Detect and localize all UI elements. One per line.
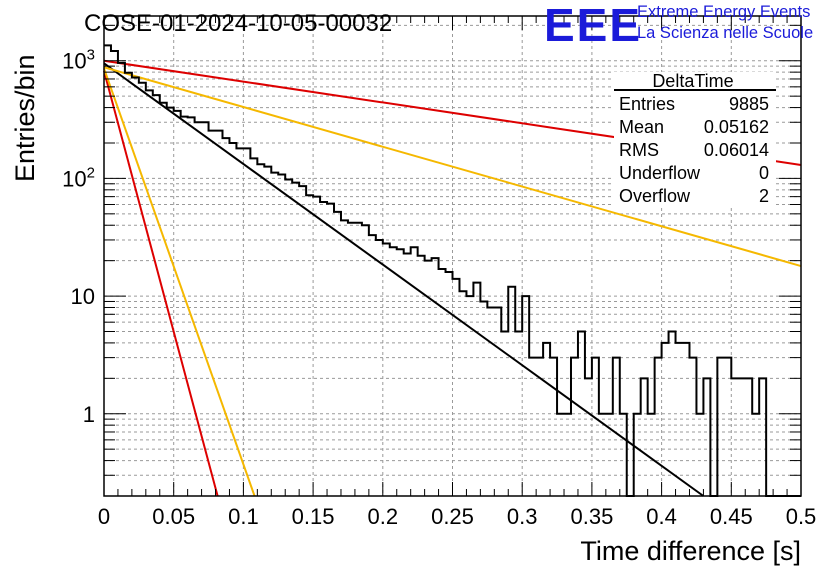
axis-ticks (103, 16, 802, 497)
x-tick-label: 0 (98, 504, 110, 529)
red-fit-curve (103, 70, 219, 497)
x-tick-label: 0.45 (710, 504, 753, 529)
histogram-outline (104, 44, 801, 497)
y-tick-labels: 1 10 102 103 (62, 47, 95, 427)
grid-lines (104, 16, 801, 497)
x-tick-labels: 0 0.05 0.1 0.15 0.2 0.25 0.3 0.35 0.4 0.45 0.5 (98, 504, 816, 529)
stats-label: Overflow (619, 186, 691, 206)
run-title: COSE-01-2024-10-05-00032 (84, 10, 393, 37)
y-tick-label: 102 (62, 164, 95, 191)
y-tick-label: 103 (62, 47, 95, 74)
stats-label: RMS (619, 140, 659, 160)
y-axis-label: Entries/bin (10, 54, 40, 182)
stats-title: DeltaTime (652, 71, 733, 91)
stats-box: DeltaTime Entries 9885 Mean 0.05162 RMS 0.060… (614, 71, 776, 208)
x-tick-label: 0.1 (228, 504, 259, 529)
logo-caption-line2: La Scienza nelle Scuole (637, 24, 814, 42)
orange-fit-curve (103, 66, 802, 268)
stats-label: Mean (619, 117, 664, 137)
stats-value: 0.06014 (704, 140, 769, 160)
eee-logo: EEE (544, 0, 643, 51)
x-tick-label: 0.4 (646, 504, 677, 529)
x-tick-label: 0.5 (786, 504, 817, 529)
histogram (104, 44, 801, 497)
stats-value: 0.05162 (704, 117, 769, 137)
stats-value: 9885 (729, 94, 769, 114)
x-tick-label: 0.3 (507, 504, 538, 529)
x-tick-label: 0.05 (152, 504, 195, 529)
x-tick-label: 0.25 (431, 504, 474, 529)
x-tick-label: 0.15 (292, 504, 335, 529)
stats-rows: Entries 9885 Mean 0.05162 RMS 0.06014Underflo… (619, 94, 769, 206)
stats-label: Entries (619, 94, 675, 114)
stats-label: Underflow (619, 163, 701, 183)
stats-value: 2 (759, 186, 769, 206)
orange-fit-curve (103, 68, 256, 497)
black-fit-curve (103, 62, 705, 497)
y-tick-label: 10 (71, 284, 95, 309)
x-axis-label: Time difference [s] (580, 536, 801, 566)
stats-value: 0 (759, 163, 769, 183)
y-tick-label: 1 (83, 402, 95, 427)
x-tick-label: 0.2 (368, 504, 399, 529)
x-tick-label: 0.35 (570, 504, 613, 529)
logo-caption-line1: Extreme Energy Events (637, 3, 811, 21)
